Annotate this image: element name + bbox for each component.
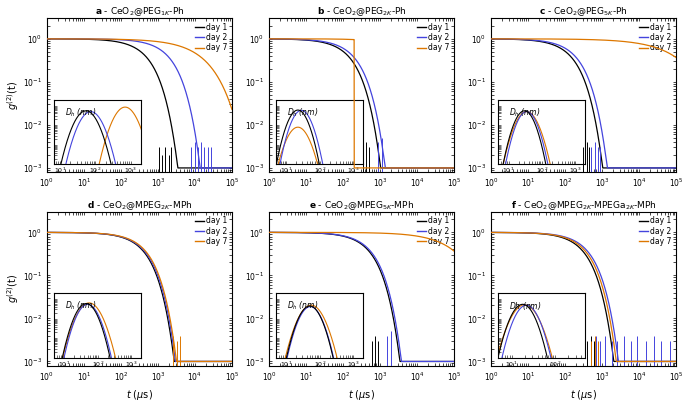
Title: $\mathbf{c}$ - CeO$_2$@PEG$_{5K}$-Ph: $\mathbf{c}$ - CeO$_2$@PEG$_{5K}$-Ph: [539, 6, 628, 18]
Legend: day 1, day 2, day 7: day 1, day 2, day 7: [416, 216, 450, 246]
Legend: day 1, day 2, day 7: day 1, day 2, day 7: [638, 216, 672, 246]
Title: $\mathbf{f}$ - CeO$_2$@MPEG$_{2K}$-MPEGa$_{2K}$-MPh: $\mathbf{f}$ - CeO$_2$@MPEG$_{2K}$-MPEGa…: [511, 199, 657, 212]
Title: $\mathbf{a}$ - CeO$_2$@PEG$_{1K}$-Ph: $\mathbf{a}$ - CeO$_2$@PEG$_{1K}$-Ph: [94, 6, 184, 18]
Y-axis label: $g^{(2)}$(t): $g^{(2)}$(t): [6, 274, 21, 303]
X-axis label: $t$ ($\mu$s): $t$ ($\mu$s): [348, 388, 375, 402]
Legend: day 1, day 2, day 7: day 1, day 2, day 7: [638, 22, 672, 53]
Title: $\mathbf{d}$ - CeO$_2$@MPEG$_{2K}$-MPh: $\mathbf{d}$ - CeO$_2$@MPEG$_{2K}$-MPh: [87, 199, 192, 212]
Y-axis label: $g^{(2)}$(t): $g^{(2)}$(t): [6, 81, 21, 110]
Legend: day 1, day 2, day 7: day 1, day 2, day 7: [416, 22, 450, 53]
Title: $\mathbf{b}$ - CeO$_2$@PEG$_{2K}$-Ph: $\mathbf{b}$ - CeO$_2$@PEG$_{2K}$-Ph: [316, 6, 407, 18]
Title: $\mathbf{e}$ - CeO$_2$@MPEG$_{5K}$-MPh: $\mathbf{e}$ - CeO$_2$@MPEG$_{5K}$-MPh: [309, 199, 414, 212]
Legend: day 1, day 2, day 7: day 1, day 2, day 7: [194, 22, 228, 53]
Legend: day 1, day 2, day 7: day 1, day 2, day 7: [194, 216, 228, 246]
X-axis label: $t$ ($\mu$s): $t$ ($\mu$s): [570, 388, 597, 402]
X-axis label: $t$ ($\mu$s): $t$ ($\mu$s): [126, 388, 153, 402]
